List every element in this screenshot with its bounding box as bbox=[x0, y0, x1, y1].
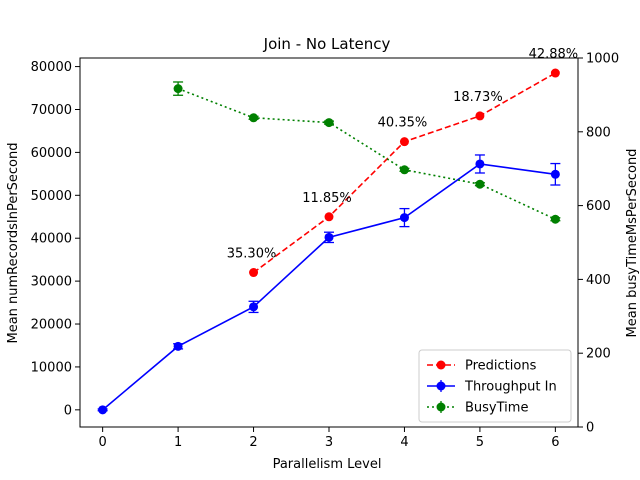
y-right-tick-label: 200 bbox=[586, 347, 611, 362]
series-line-busytime bbox=[177, 87, 556, 220]
data-point-busytime bbox=[550, 214, 560, 224]
x-tick-label: 0 bbox=[98, 435, 106, 450]
data-point-busytime bbox=[173, 84, 183, 94]
x-tick-label: 2 bbox=[249, 435, 257, 450]
legend-marker-throughput-in bbox=[436, 381, 446, 391]
data-point-throughput-in bbox=[98, 405, 108, 415]
data-annotation: 35.30% bbox=[227, 247, 277, 262]
x-tick-label: 4 bbox=[400, 435, 408, 450]
y-left-tick-label: 60000 bbox=[31, 146, 72, 161]
y-left-tick-label: 80000 bbox=[31, 60, 72, 75]
y-left-tick-label: 40000 bbox=[31, 232, 72, 247]
data-point-throughput-in bbox=[399, 213, 409, 223]
legend: Predictions Throughput In BusyTime bbox=[418, 349, 572, 423]
data-point-busytime bbox=[249, 113, 259, 123]
data-annotation: 18.73% bbox=[453, 90, 503, 105]
y-left-tick-label: 30000 bbox=[31, 275, 72, 290]
data-point-predictions bbox=[324, 212, 334, 222]
y-left-axis-title: Mean numRecordsInPerSecond bbox=[6, 142, 21, 343]
data-point-predictions bbox=[399, 137, 409, 147]
data-point-predictions bbox=[550, 68, 560, 78]
y-right-tick-label: 400 bbox=[586, 273, 611, 288]
x-tick-label: 1 bbox=[174, 435, 182, 450]
plot-area: 0 1 2 3 4 5 6010000200003000040000500006000070… bbox=[31, 47, 619, 450]
legend-label-predictions: Predictions bbox=[465, 359, 537, 374]
y-right-axis-title: Mean busyTimeMsPerSecond bbox=[625, 149, 640, 338]
data-point-predictions bbox=[249, 268, 259, 278]
data-point-busytime bbox=[399, 165, 409, 175]
y-right-tick-label: 800 bbox=[586, 125, 611, 140]
data-point-throughput-in bbox=[324, 232, 334, 242]
x-tick-label: 5 bbox=[476, 435, 484, 450]
x-tick-label: 3 bbox=[325, 435, 333, 450]
y-right-tick-label: 0 bbox=[586, 421, 594, 436]
data-point-throughput-in bbox=[173, 341, 183, 351]
legend-label-busytime: BusyTime bbox=[465, 401, 528, 416]
y-left-tick-label: 70000 bbox=[31, 103, 72, 118]
legend-marker-predictions bbox=[436, 360, 446, 370]
y-right-tick-label: 1000 bbox=[586, 52, 619, 67]
data-point-throughput-in bbox=[550, 169, 560, 179]
data-annotation: 40.35% bbox=[378, 116, 428, 131]
data-point-throughput-in bbox=[475, 159, 485, 169]
x-axis-title: Parallelism Level bbox=[273, 457, 382, 472]
y-left-tick-label: 20000 bbox=[31, 318, 72, 333]
legend-label-throughput-in: Throughput In bbox=[464, 380, 557, 395]
data-annotation: 11.85% bbox=[302, 191, 352, 206]
data-annotation: 42.88% bbox=[529, 47, 579, 62]
legend-box bbox=[418, 349, 572, 423]
legend-marker-busytime bbox=[436, 402, 446, 412]
y-left-tick-label: 10000 bbox=[31, 360, 72, 375]
data-point-throughput-in bbox=[249, 302, 259, 312]
data-point-busytime bbox=[324, 118, 334, 128]
y-left-tick-label: 0 bbox=[64, 403, 72, 418]
x-tick-label: 6 bbox=[551, 435, 559, 450]
y-left-tick-label: 50000 bbox=[31, 189, 72, 204]
data-point-busytime bbox=[475, 179, 485, 189]
data-point-predictions bbox=[475, 111, 485, 121]
chart-title: Join - No Latency bbox=[263, 35, 391, 53]
y-right-tick-label: 600 bbox=[586, 199, 611, 214]
